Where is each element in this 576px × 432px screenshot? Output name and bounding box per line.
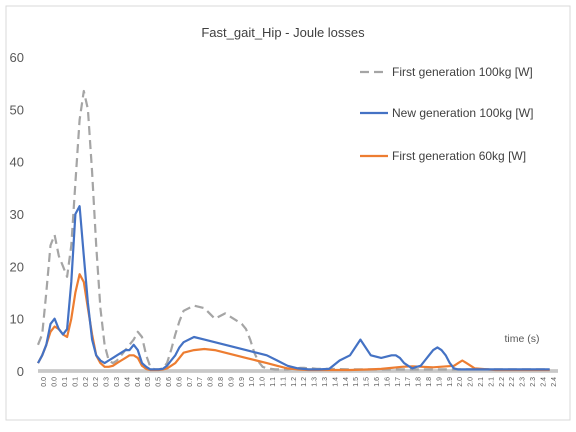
- x-tick-label-5: 0.2: [93, 377, 100, 387]
- x-tick-label-17: 0.8: [218, 377, 225, 387]
- x-tick-label-6: 0.3: [104, 377, 111, 387]
- x-tick-label-3: 0.1: [72, 377, 79, 387]
- x-axis-label: time (s): [505, 333, 540, 345]
- x-tick-label-37: 1.8: [426, 377, 433, 387]
- legend-label-1: New generation 100kg [W]: [392, 106, 533, 120]
- x-tick-label-33: 1.6: [384, 377, 391, 387]
- x-tick-label-35: 1.7: [405, 377, 412, 387]
- x-tick-label-31: 1.5: [364, 377, 371, 387]
- series-line-1: [37, 205, 550, 371]
- x-tick-label-26: 1.3: [312, 377, 319, 387]
- x-tick-label-9: 0.4: [135, 377, 142, 387]
- series-layer: [36, 89, 550, 372]
- x-tick-label-28: 1.4: [332, 377, 339, 387]
- x-tick-label-49: 2.4: [551, 377, 558, 387]
- y-tick-label-5: 50: [10, 102, 24, 117]
- legend-label-2: First generation 60kg [W]: [392, 149, 526, 163]
- x-tick-label-45: 2.2: [509, 377, 516, 387]
- series-line-2: [37, 273, 550, 372]
- x-tick-label-47: 2.3: [530, 377, 537, 387]
- x-tick-label-27: 1.3: [322, 377, 329, 387]
- x-tick-label-21: 1.0: [260, 377, 267, 387]
- y-tick-label-4: 40: [10, 155, 24, 170]
- x-tick-label-20: 1.0: [249, 377, 256, 387]
- x-tick-label-43: 2.1: [488, 377, 495, 387]
- x-tick-label-18: 0.9: [228, 377, 235, 387]
- x-tick-label-32: 1.6: [374, 377, 381, 387]
- x-tick-label-15: 0.7: [197, 377, 204, 387]
- y-tick-label-6: 60: [10, 50, 24, 65]
- x-tick-label-19: 0.9: [239, 377, 246, 387]
- x-tick-label-36: 1.8: [416, 377, 423, 387]
- x-tick-label-29: 1.4: [343, 377, 350, 387]
- x-tick-label-39: 1.9: [447, 377, 454, 387]
- y-tick-label-3: 30: [10, 207, 24, 222]
- x-tick-label-48: 2.4: [540, 377, 547, 387]
- x-tick-label-40: 2.0: [457, 377, 464, 387]
- y-tick-label-2: 20: [10, 259, 24, 274]
- x-tick-label-7: 0.3: [114, 377, 121, 387]
- x-tick-label-0: 0.0: [41, 377, 48, 387]
- x-tick-label-30: 1.5: [353, 377, 360, 387]
- x-tick-label-16: 0.8: [208, 377, 215, 387]
- x-tick-label-13: 0.6: [176, 377, 183, 387]
- x-tick-label-11: 0.5: [156, 377, 163, 387]
- x-tick-label-2: 0.1: [62, 377, 69, 387]
- y-tick-label-1: 10: [10, 312, 24, 327]
- x-tick-label-8: 0.4: [124, 377, 131, 387]
- chart-title: Fast_gait_Hip - Joule losses: [201, 25, 365, 40]
- x-tick-label-25: 1.2: [301, 377, 308, 387]
- x-tick-label-10: 0.5: [145, 377, 152, 387]
- y-tick-label-0: 0: [17, 364, 24, 379]
- x-tick-label-22: 1.1: [270, 377, 277, 387]
- x-tick-label-44: 2.2: [499, 377, 506, 387]
- x-tick-label-14: 0.7: [187, 377, 194, 387]
- x-tick-label-23: 1.1: [280, 377, 287, 387]
- x-tick-label-12: 0.6: [166, 377, 173, 387]
- x-tick-label-34: 1.7: [395, 377, 402, 387]
- x-tick-label-4: 0.2: [83, 377, 90, 387]
- x-tick-label-41: 2.0: [468, 377, 475, 387]
- x-tick-label-38: 1.9: [436, 377, 443, 387]
- legend: First generation 100kg [W] New generation…: [360, 65, 533, 163]
- y-axis-ticks: 0 10 20 30 40 50 60: [10, 50, 24, 379]
- x-tick-label-42: 2.1: [478, 377, 485, 387]
- legend-label-0: First generation 100kg [W]: [392, 65, 533, 79]
- chart-border: [5, 5, 571, 421]
- x-tick-label-24: 1.2: [291, 377, 298, 387]
- x-tick-label-1: 0.0: [52, 377, 59, 387]
- x-tick-label-46: 2.3: [520, 377, 527, 387]
